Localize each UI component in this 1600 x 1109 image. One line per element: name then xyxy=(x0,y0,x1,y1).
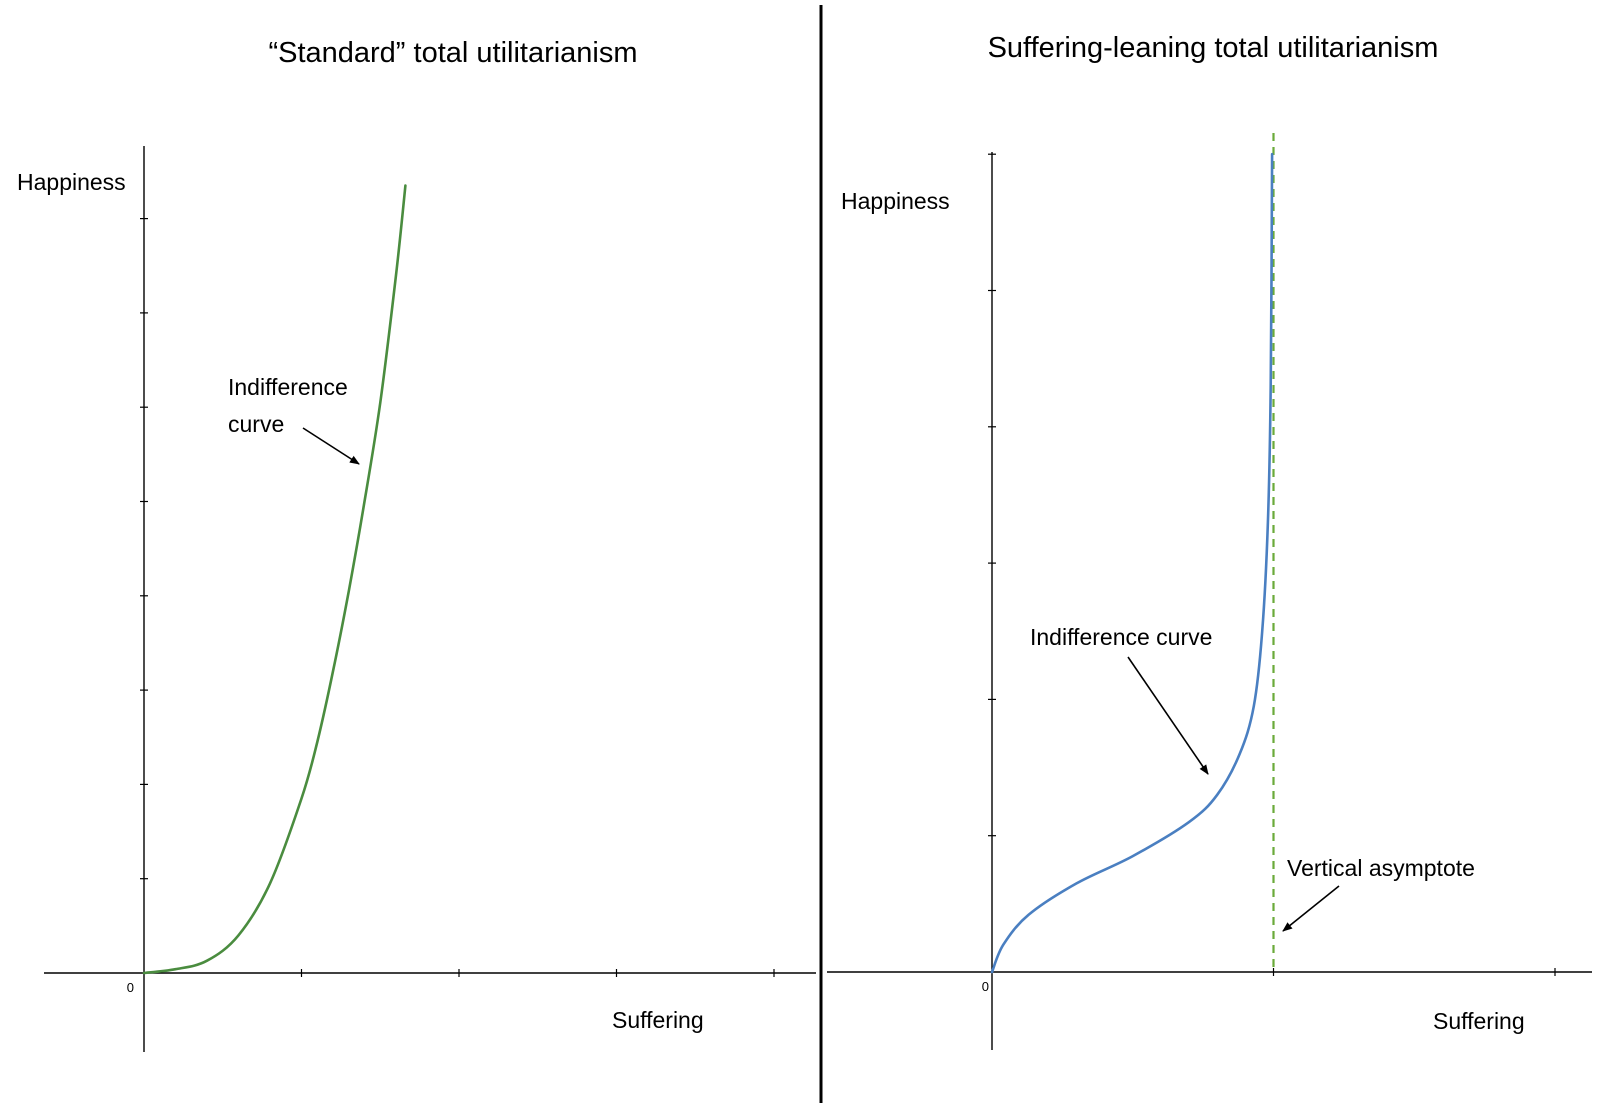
chart-title: Suffering-leaning total utilitarianism xyxy=(988,32,1439,64)
y-axis-label: Happiness xyxy=(841,188,950,214)
annotations: Indifference curve xyxy=(228,374,360,465)
indifference-curve-line xyxy=(990,152,1274,974)
indifference-curve-label-line-2: curve xyxy=(228,411,284,437)
indifference-curve-label: Indifference curve xyxy=(228,374,354,437)
standard-utilitarianism-panel: “Standard” total utilitarianism Happines… xyxy=(17,37,816,1052)
indifference-curve-arrow xyxy=(1127,656,1209,775)
vertical-asymptote-arrow xyxy=(1282,885,1340,932)
axes xyxy=(827,152,1592,1050)
indifference-curve-line xyxy=(142,184,407,975)
indifference-curve-arrow xyxy=(302,427,360,465)
chart-title: “Standard” total utilitarianism xyxy=(268,37,637,69)
x-axis-label: Suffering xyxy=(612,1007,704,1033)
indifference-curve-label: Indifference curve xyxy=(1030,624,1212,650)
series-group xyxy=(990,152,1274,974)
series-group xyxy=(142,184,407,975)
indifference-curve-label-line-1: Indifference xyxy=(228,374,348,400)
origin-label: 0 xyxy=(982,979,989,994)
y-axis-label: Happiness xyxy=(17,169,126,195)
axes xyxy=(44,146,816,1052)
annotations: Indifference curve Vertical asymptote xyxy=(1030,624,1475,932)
origin-label: 0 xyxy=(127,980,134,995)
suffering-leaning-panel: Suffering-leaning total utilitarianism H… xyxy=(827,32,1592,1050)
vertical-asymptote-label: Vertical asymptote xyxy=(1287,855,1475,881)
x-axis-label: Suffering xyxy=(1433,1008,1525,1034)
